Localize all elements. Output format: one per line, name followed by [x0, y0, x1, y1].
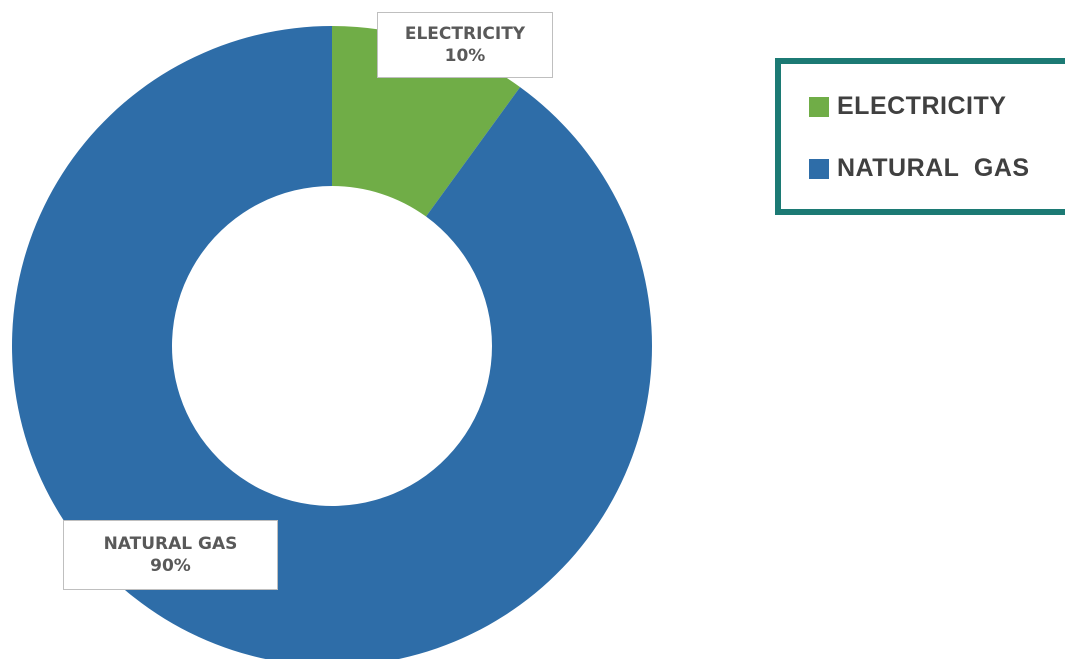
- legend-swatch-electricity: [809, 97, 829, 117]
- data-label-electricity: ELECTRICITY 10%: [377, 12, 553, 78]
- legend-label-natural-gas: NATURAL GAS: [837, 154, 1030, 183]
- legend-item-electricity: ELECTRICITY: [809, 92, 1006, 121]
- data-label-natural-gas: NATURAL GAS 90%: [63, 520, 278, 590]
- legend-swatch-natural-gas: [809, 159, 829, 179]
- data-label-natural-gas-percent: 90%: [64, 555, 277, 577]
- data-label-natural-gas-name: NATURAL GAS: [64, 533, 277, 555]
- legend-label-electricity: ELECTRICITY: [837, 92, 1006, 121]
- legend-item-natural-gas: NATURAL GAS: [809, 154, 1030, 183]
- data-label-electricity-percent: 10%: [378, 45, 552, 67]
- data-label-electricity-name: ELECTRICITY: [378, 23, 552, 45]
- chart-legend: ELECTRICITY NATURAL GAS: [775, 58, 1065, 215]
